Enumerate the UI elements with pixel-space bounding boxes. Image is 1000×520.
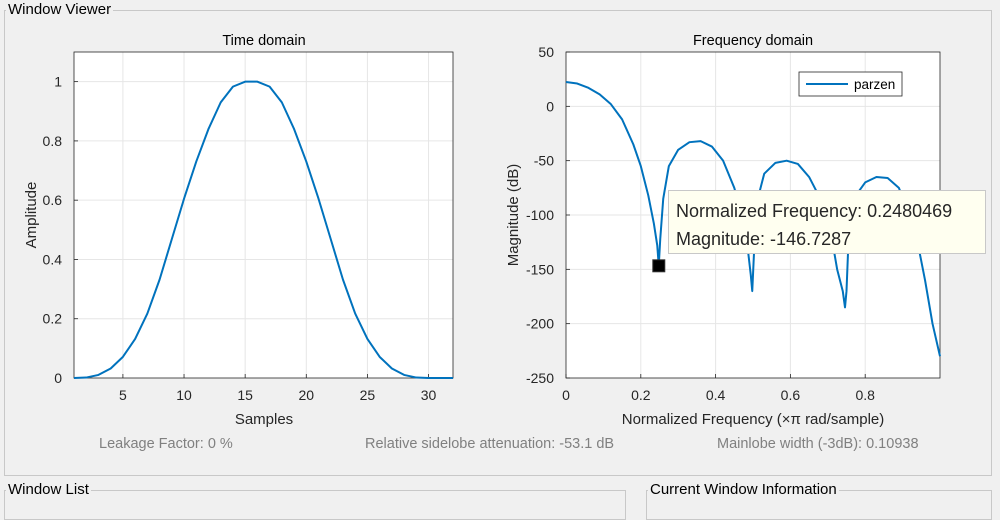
x-tick-label: 5 (119, 387, 127, 403)
y-tick-label: 1 (54, 74, 62, 90)
datatip[interactable]: Normalized Frequency: 0.2480469 Magnitud… (668, 190, 986, 254)
series-line-time (73, 80, 453, 379)
time-xlabel: Samples (235, 411, 293, 428)
datatip-magnitude: Magnitude: -146.7287 (676, 229, 852, 249)
y-tick-label: 0.8 (43, 133, 63, 149)
x-tick-label: 10 (176, 387, 192, 403)
freq-series (565, 80, 941, 357)
y-tick-label: 0.2 (43, 311, 63, 327)
time-ylabel: Amplitude (23, 182, 40, 249)
x-tick-label: 0.8 (855, 387, 875, 403)
y-tick-label: 0 (54, 370, 62, 386)
y-tick-label: -100 (526, 207, 554, 223)
y-tick-label: 50 (538, 44, 554, 60)
freq-legend[interactable]: parzen (798, 71, 903, 97)
time-domain-axes[interactable]: 5 10 15 20 25 30 0 0.2 0.4 0.6 0.8 1 Time domain Sa… (23, 33, 454, 428)
y-tick-label: -150 (526, 261, 554, 277)
y-tick-label: 0.4 (43, 251, 63, 267)
time-domain-title: Time domain (222, 33, 305, 49)
sidelobe-attenuation-text: Relative sidelobe attenuation: -53.1 dB (365, 436, 615, 452)
window-viewer-panel (4, 10, 992, 476)
y-tick-label: -50 (534, 153, 554, 169)
freq-ylabel: Magnitude (dB) (505, 164, 522, 267)
y-tick-label: -200 (526, 316, 554, 332)
x-tick-label: 20 (299, 387, 315, 403)
datatip-frequency: Normalized Frequency: 0.2480469 (676, 201, 953, 221)
window-viewer-title: Window Viewer (6, 1, 114, 19)
freq-ticks: 0 0.2 0.4 0.6 0.8 -250 -200 -150 -100 -50 0 50 (526, 44, 875, 403)
x-tick-label: 25 (360, 387, 376, 403)
x-tick-label: 30 (421, 387, 437, 403)
freq-xlabel: Normalized Frequency (×π rad/sample) (622, 411, 885, 428)
window-list-title: Window List (6, 481, 91, 499)
x-tick-label: 0.2 (631, 387, 651, 403)
mainlobe-width-text: Mainlobe width (-3dB): 0.10938 (717, 436, 919, 452)
time-plot-area (74, 52, 453, 378)
time-grid (74, 52, 453, 378)
x-tick-label: 0 (562, 387, 570, 403)
time-axes-box (73, 51, 454, 379)
series-line-freq (565, 80, 941, 357)
leakage-factor-text: Leakage Factor: 0 % (99, 436, 233, 452)
current-window-info-title: Current Window Information (648, 481, 839, 499)
datatip-marker[interactable] (652, 259, 666, 273)
y-tick-label: 0 (546, 98, 554, 114)
x-tick-label: 15 (237, 387, 253, 403)
frequency-domain-title: Frequency domain (693, 33, 813, 49)
x-tick-label: 0.4 (706, 387, 726, 403)
y-tick-label: -250 (526, 370, 554, 386)
time-series (73, 80, 453, 379)
time-ticks: 5 10 15 20 25 30 0 0.2 0.4 0.6 0.8 1 (43, 74, 437, 403)
x-tick-label: 0.6 (781, 387, 801, 403)
y-tick-label: 0.6 (43, 192, 63, 208)
legend-entry-parzen: parzen (854, 77, 895, 92)
